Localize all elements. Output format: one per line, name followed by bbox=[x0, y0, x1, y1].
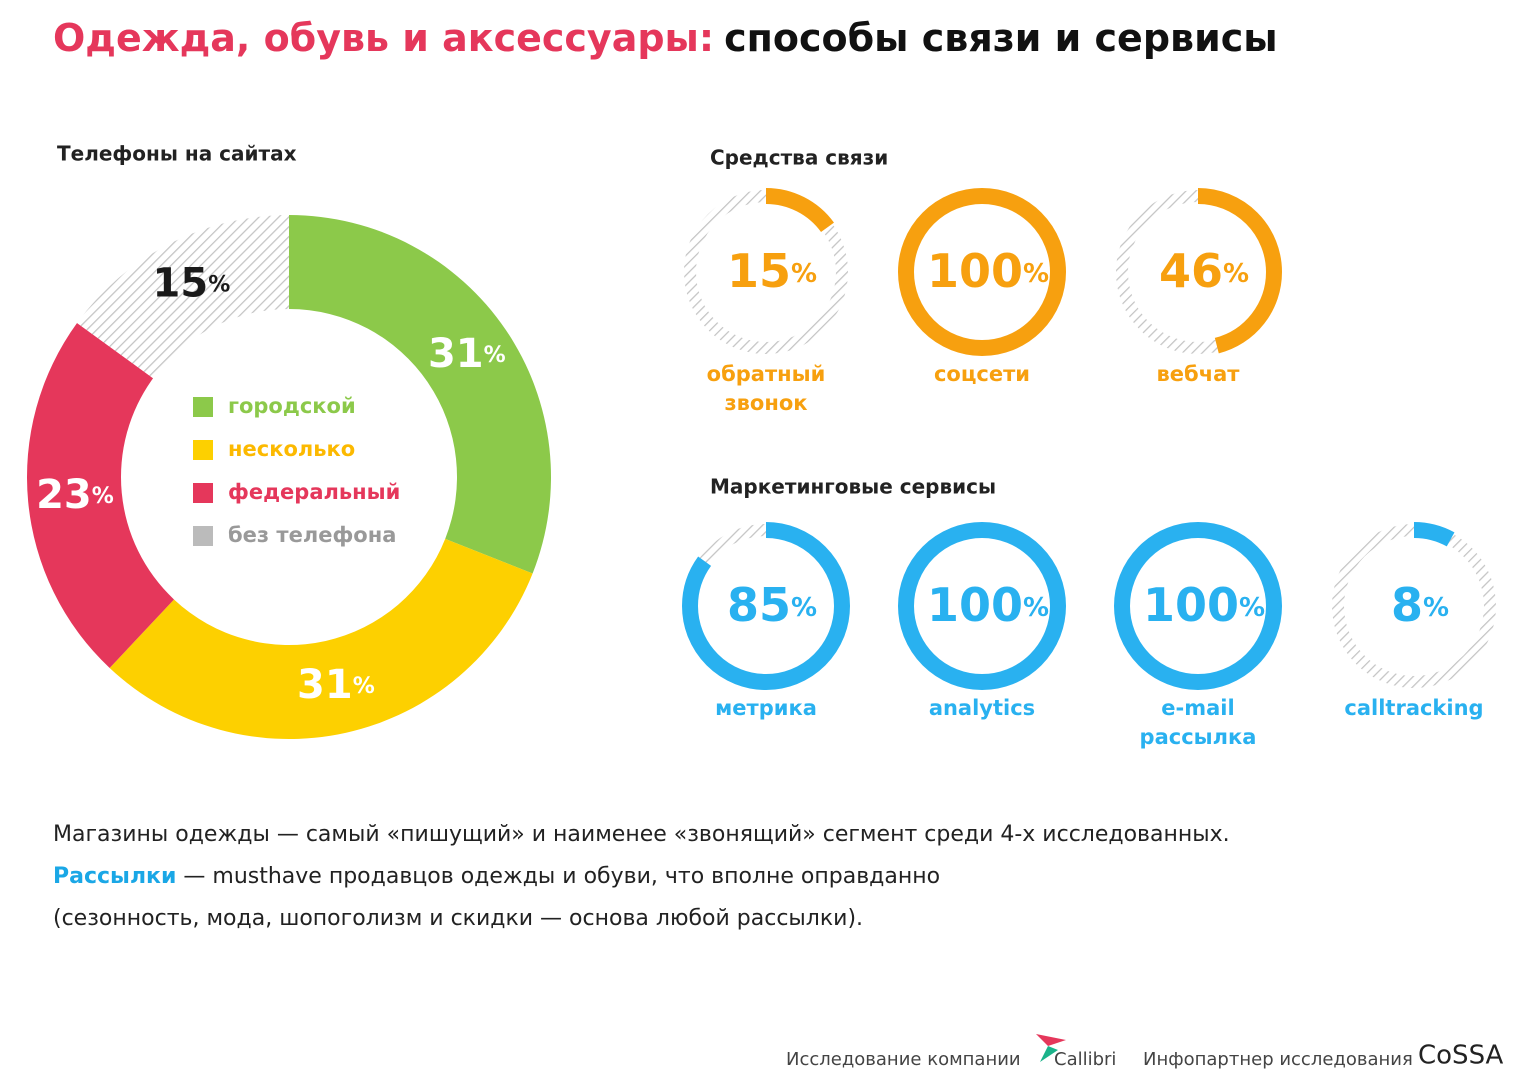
value-label: 100% bbox=[1143, 578, 1265, 632]
value-label: 100% bbox=[927, 578, 1049, 632]
legend-label: городской bbox=[228, 394, 356, 418]
title: Одежда, обувь и аксессуары: способы связи… bbox=[53, 16, 1278, 60]
title-highlight: Одежда, обувь и аксессуары: bbox=[53, 16, 714, 60]
paragraph-line: Магазины одежды — самый «пишущий» и наим… bbox=[53, 822, 1230, 847]
legend-swatch bbox=[193, 440, 213, 460]
highlight: Рассылки bbox=[53, 864, 177, 889]
gauge-label: соцсети bbox=[933, 362, 1031, 386]
donut-slice bbox=[26, 323, 174, 668]
value-label: 23% bbox=[36, 472, 114, 518]
value-label: 100% bbox=[927, 244, 1049, 298]
gauge-arc bbox=[682, 188, 850, 356]
gauge-arc bbox=[682, 522, 850, 690]
gauge-arc bbox=[1114, 188, 1282, 356]
gauge-label: e-mail рассылка bbox=[1139, 696, 1257, 749]
legend-label: федеральный bbox=[228, 480, 400, 504]
gauge-label: analytics bbox=[928, 696, 1036, 720]
value-label: 15% bbox=[153, 260, 231, 306]
gauge-label: обратный звонок bbox=[706, 362, 826, 415]
gauge-arc bbox=[898, 188, 1066, 356]
value-label: 85% bbox=[727, 578, 817, 632]
title-rest: способы связи и сервисы bbox=[724, 16, 1277, 60]
donut-slice bbox=[77, 215, 290, 379]
paragraph-line: Рассылки — musthave продавцов одежды и о… bbox=[53, 864, 940, 889]
gauge-label: метрика bbox=[715, 696, 817, 720]
logo-mark bbox=[1036, 1034, 1066, 1046]
chart-title: Маркетинговые сервисы bbox=[710, 475, 996, 499]
donut-slice bbox=[109, 538, 533, 740]
value-label: 31% bbox=[297, 662, 375, 708]
gauge-arc bbox=[898, 522, 1066, 690]
gauge-arc bbox=[1330, 522, 1498, 690]
legend-swatch bbox=[193, 526, 213, 546]
logo-mark bbox=[1040, 1046, 1058, 1062]
donut-slice bbox=[289, 215, 551, 574]
gauge-label: вебчат bbox=[1156, 362, 1240, 386]
gauge-label: calltracking bbox=[1344, 696, 1484, 720]
footer-text: Исследование компании bbox=[786, 1049, 1021, 1070]
legend-label: несколько bbox=[228, 437, 355, 461]
text: — musthave продавцов одежды и обуви, что… bbox=[176, 864, 941, 889]
footer-logo: CoSSA bbox=[1418, 1041, 1504, 1071]
chart-title: Средства связи bbox=[710, 146, 888, 170]
value-label: 15% bbox=[727, 244, 817, 298]
value-label: 46% bbox=[1159, 244, 1249, 298]
legend-swatch bbox=[193, 397, 213, 417]
gauge-arc bbox=[1114, 522, 1282, 690]
paragraph-line: (сезонность, мода, шопоголизм и скидки —… bbox=[53, 906, 864, 931]
value-label: 31% bbox=[428, 331, 506, 377]
legend-swatch bbox=[193, 483, 213, 503]
legend-label: без телефона bbox=[228, 523, 396, 547]
chart-title: Телефоны на сайтах bbox=[57, 142, 297, 166]
footer-text: Инфопартнер исследования bbox=[1143, 1049, 1413, 1070]
footer-logo: Callibri bbox=[1054, 1049, 1116, 1070]
value-label: 8% bbox=[1391, 578, 1449, 632]
